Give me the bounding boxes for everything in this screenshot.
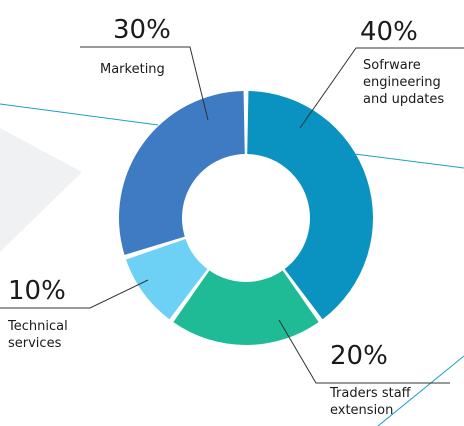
category-label-traders-line-1: Traders staff [329,386,412,401]
accent-line-bottom [377,355,464,426]
donut-slices [118,91,374,345]
value-label-marketing: 30% [113,15,171,45]
category-label-technical-line-2: services [8,336,62,351]
category-label-software-line-3: and updates [363,92,444,107]
category-label-marketing: Marketing [100,62,165,77]
leader-line-marketing [80,46,209,121]
leader-line-software [299,47,464,129]
slice-marketing [118,91,245,255]
category-label-software: Sofrware engineering and updates [363,58,445,107]
category-label-traders: Traders staff extension [329,386,415,418]
accent-line-left [0,103,159,126]
slice-software-engineering [247,91,374,320]
slice-technical-services [125,238,208,320]
leader-lines [0,46,464,384]
value-label-software: 40% [360,17,418,47]
leader-line-traders [278,319,450,384]
value-label-technical: 10% [8,276,66,306]
background-band [0,128,82,252]
category-label-technical: Technical services [7,319,72,351]
category-label-traders-line-2: extension [330,403,393,418]
category-label-marketing-line-1: Marketing [100,62,165,77]
category-label-software-line-2: engineering [363,75,441,90]
value-label-traders: 20% [330,341,388,371]
category-label-technical-line-1: Technical [7,319,68,334]
leader-line-technical [0,279,149,309]
category-label-software-line-1: Sofrware [363,58,421,73]
